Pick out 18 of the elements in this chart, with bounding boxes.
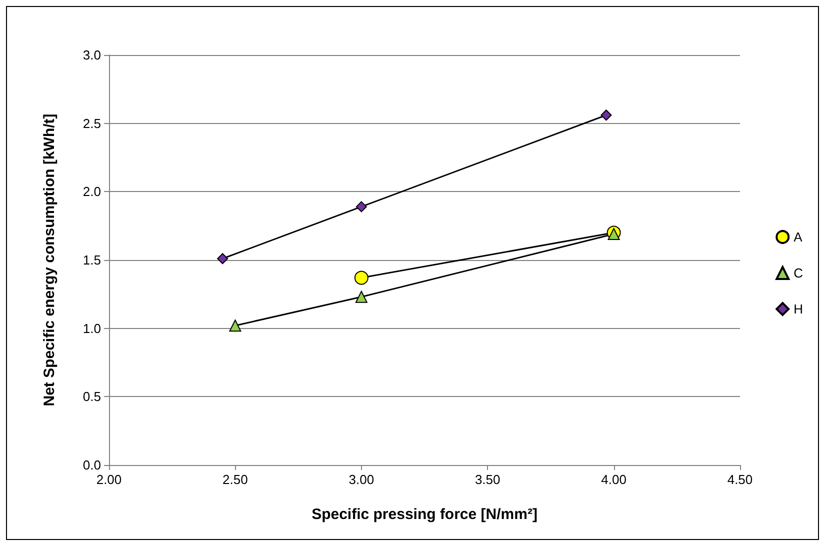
y-tick-label: 0.0 [82, 458, 101, 472]
y-tick-label: 2.5 [82, 116, 101, 131]
x-tick-label: 3.00 [348, 472, 374, 487]
legend-label: H [794, 302, 803, 316]
y-tick-label: 1.0 [82, 320, 101, 336]
x-tick-label: 4.00 [601, 472, 626, 487]
y-tick-label: 0.5 [82, 389, 101, 404]
y-tick-label: 1.5 [82, 252, 101, 268]
y-axis-title: Net Specific energy consumption [kWh/t] [41, 114, 58, 406]
legend-label: C [794, 266, 803, 280]
y-tick-label: 2.0 [82, 184, 101, 200]
legend-label: A [794, 230, 803, 244]
x-tick-label: 2.50 [222, 472, 248, 487]
x-tick-label: 4.50 [727, 472, 753, 487]
x-tick-label: 2.00 [96, 472, 122, 487]
y-tick-label: 3.0 [82, 48, 101, 62]
x-axis-title: Specific pressing force [N/mm²] [312, 506, 538, 523]
x-tick-label: 3.50 [474, 472, 500, 487]
